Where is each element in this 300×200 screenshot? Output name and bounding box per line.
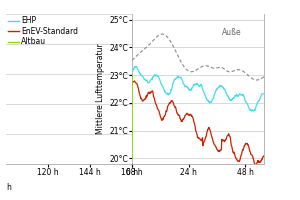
- Text: h: h: [6, 184, 11, 192]
- Legend: EHP, EnEV-Standard, Altbau: EHP, EnEV-Standard, Altbau: [8, 16, 79, 47]
- Y-axis label: Mittlere Lufttemperatur: Mittlere Lufttemperatur: [96, 44, 105, 134]
- Text: Auße: Auße: [222, 28, 241, 37]
